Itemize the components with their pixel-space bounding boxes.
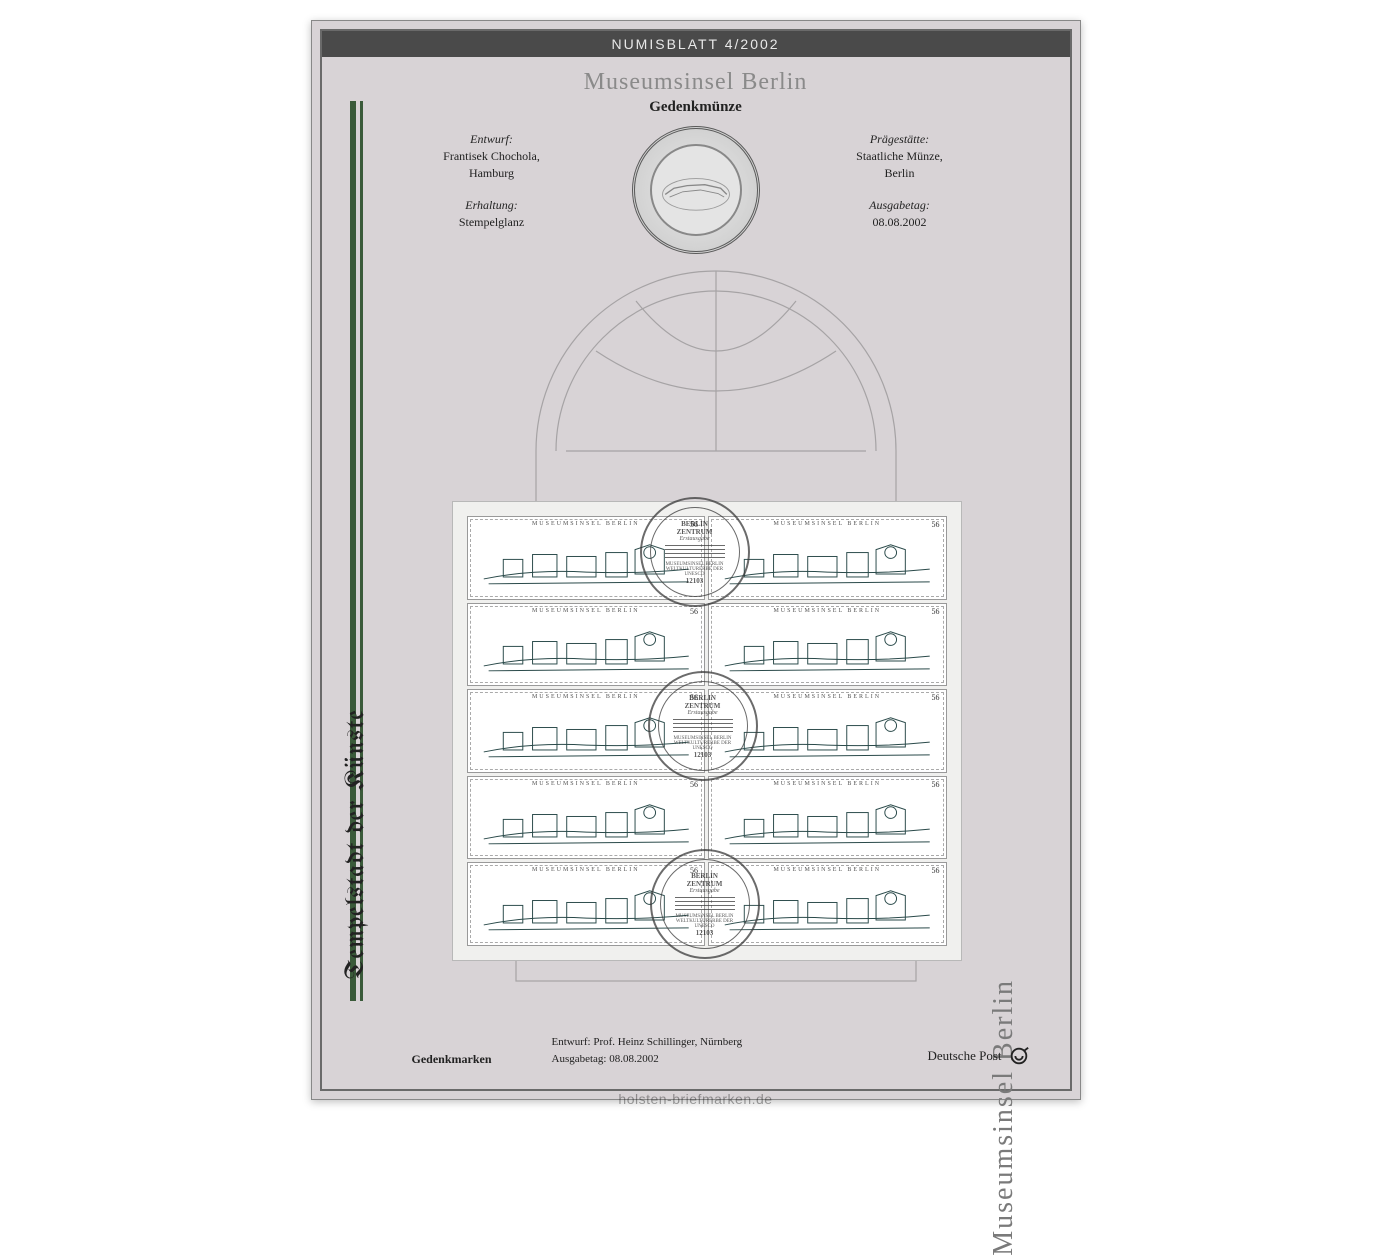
stamp: MUSEUMSINSEL BERLIN56 — [467, 689, 706, 773]
issue-date-label: Ausgabetag: — [800, 197, 1000, 214]
stamp-sheet: MUSEUMSINSEL BERLIN56 MUSEUMSINSEL BERLI… — [452, 501, 962, 961]
stamp: MUSEUMSINSEL BERLIN56 — [708, 776, 947, 860]
stamp-title: MUSEUMSINSEL BERLIN — [468, 694, 705, 700]
vertical-caption-right: Museumsinsel Berlin — [988, 979, 1020, 1256]
designer-label: Entwurf: — [392, 131, 592, 148]
main-title: Museumsinsel Berlin — [322, 69, 1070, 96]
designer-city: Hamburg — [392, 165, 592, 182]
stamp-title: MUSEUMSINSEL BERLIN — [709, 867, 946, 873]
stamp-title: MUSEUMSINSEL BERLIN — [468, 521, 705, 527]
stamp-value: 56 — [932, 693, 940, 702]
stamp-illustration-icon — [715, 795, 939, 854]
designer-name: Frantisek Chochola, — [392, 148, 592, 165]
outer-frame: NUMISBLATT 4/2002 Museumsinsel Berlin Ge… — [320, 29, 1072, 1091]
numisblatt-page: NUMISBLATT 4/2002 Museumsinsel Berlin Ge… — [311, 20, 1081, 1100]
coin-face — [650, 144, 742, 236]
stamp-title: MUSEUMSINSEL BERLIN — [709, 608, 946, 614]
stamp-value: 56 — [932, 520, 940, 529]
vertical-caption-left: Tempelstadt der Künste — [343, 709, 370, 979]
stamp: MUSEUMSINSEL BERLIN56 — [467, 516, 706, 600]
stamp-value: 56 — [690, 607, 698, 616]
condition-value: Stempelglanz — [392, 214, 592, 231]
stamp-title: MUSEUMSINSEL BERLIN — [709, 521, 946, 527]
mint-name: Staatliche Münze, — [800, 148, 1000, 165]
stamp-title: MUSEUMSINSEL BERLIN — [468, 608, 705, 614]
footer-ausgabe-label: Ausgabetag: — [552, 1053, 607, 1065]
stamp-illustration-icon — [474, 622, 698, 681]
issue-number: NUMISBLATT 4/2002 — [611, 36, 779, 52]
subtitle: Gedenkmünze — [322, 99, 1070, 116]
stamp-value: 56 — [690, 520, 698, 529]
stamp-value: 56 — [932, 866, 940, 875]
footer-info: Entwurf: Prof. Heinz Schillinger, Nürnbe… — [552, 1034, 743, 1067]
stamp-value: 56 — [932, 780, 940, 789]
stamp: MUSEUMSINSEL BERLIN56 — [467, 862, 706, 946]
stamp-title: MUSEUMSINSEL BERLIN — [709, 781, 946, 787]
mint-city: Berlin — [800, 165, 1000, 182]
stamp: MUSEUMSINSEL BERLIN56 — [708, 862, 947, 946]
stamp-illustration-icon — [474, 881, 698, 940]
coin-relief-icon — [652, 146, 740, 234]
stamp: MUSEUMSINSEL BERLIN56 — [467, 603, 706, 687]
issue-date-block: Ausgabetag: 08.08.2002 — [800, 197, 1000, 231]
condition-label: Erhaltung: — [392, 197, 592, 214]
footer: Gedenkmarken Entwurf: Prof. Heinz Schill… — [412, 1034, 1030, 1067]
stamp: MUSEUMSINSEL BERLIN56 — [708, 516, 947, 600]
brand-text: Deutsche Post — [927, 1048, 1001, 1064]
stamp-title: MUSEUMSINSEL BERLIN — [468, 781, 705, 787]
footer-entwurf-value: Prof. Heinz Schillinger, Nürnberg — [593, 1036, 742, 1048]
stamp-illustration-icon — [715, 708, 939, 767]
stamp-illustration-icon — [715, 535, 939, 594]
stamp-title: MUSEUMSINSEL BERLIN — [468, 867, 705, 873]
stamp-value: 56 — [690, 693, 698, 702]
stamp-illustration-icon — [715, 881, 939, 940]
footer-section-label: Gedenkmarken — [412, 1052, 532, 1067]
stamp-value: 56 — [690, 780, 698, 789]
mint-block: Prägestätte: Staatliche Münze, Berlin — [800, 131, 1000, 181]
stamp-illustration-icon — [474, 708, 698, 767]
stamp: MUSEUMSINSEL BERLIN56 — [467, 776, 706, 860]
stamp-illustration-icon — [715, 622, 939, 681]
meta-left-column: Entwurf: Frantisek Chochola, Hamburg Erh… — [392, 131, 592, 247]
stamp: MUSEUMSINSEL BERLIN56 — [708, 689, 947, 773]
mint-label: Prägestätte: — [800, 131, 1000, 148]
issue-date-value: 08.08.2002 — [800, 214, 1000, 231]
stamp-value: 56 — [932, 607, 940, 616]
footer-entwurf-label: Entwurf: — [552, 1036, 591, 1048]
posthorn-icon — [1008, 1045, 1030, 1067]
stamp: MUSEUMSINSEL BERLIN56 — [708, 603, 947, 687]
stamp-illustration-icon — [474, 795, 698, 854]
source-watermark: holsten-briefmarken.de — [618, 1091, 772, 1107]
stamp-title: MUSEUMSINSEL BERLIN — [709, 694, 946, 700]
condition-block: Erhaltung: Stempelglanz — [392, 197, 592, 231]
coin-holder — [632, 126, 760, 254]
meta-right-column: Prägestätte: Staatliche Münze, Berlin Au… — [800, 131, 1000, 247]
designer-block: Entwurf: Frantisek Chochola, Hamburg — [392, 131, 592, 181]
footer-ausgabe-value: 08.08.2002 — [609, 1053, 659, 1065]
header-band: NUMISBLATT 4/2002 — [322, 31, 1070, 57]
stamp-illustration-icon — [474, 535, 698, 594]
stamp-value: 56 — [690, 866, 698, 875]
deutsche-post-logo: Deutsche Post — [927, 1045, 1029, 1067]
